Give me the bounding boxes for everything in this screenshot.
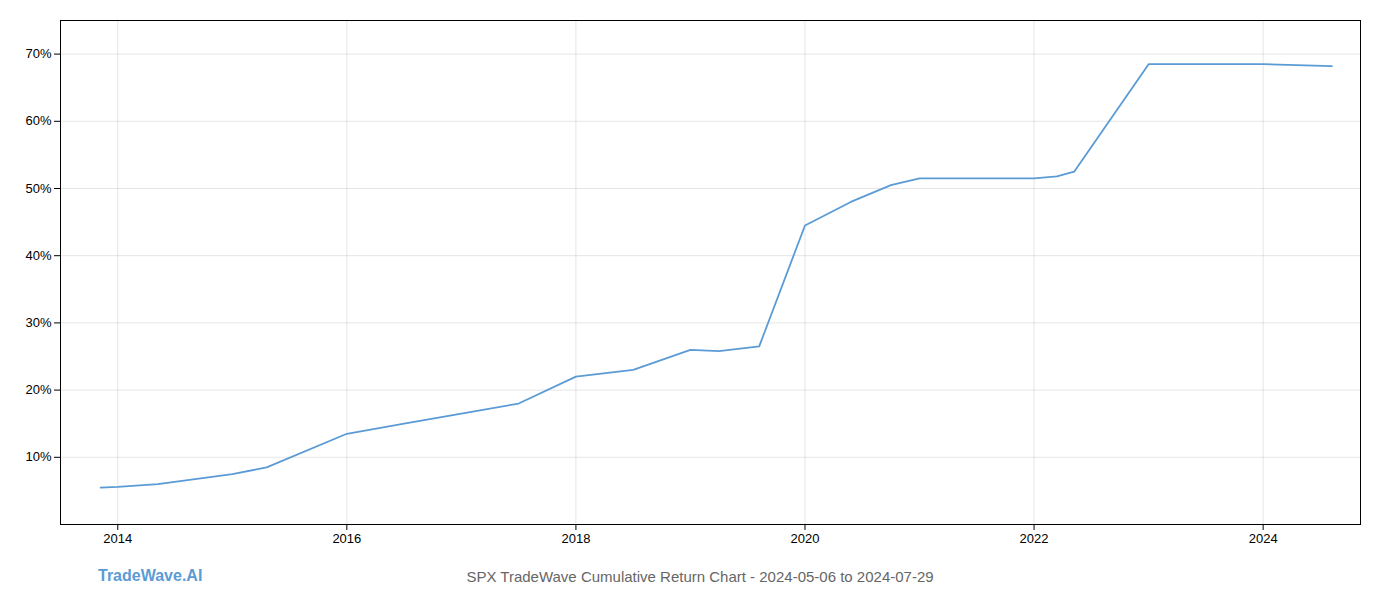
svg-text:20%: 20% [25,382,51,397]
svg-text:30%: 30% [25,315,51,330]
svg-text:40%: 40% [25,248,51,263]
svg-text:60%: 60% [25,113,51,128]
svg-text:2022: 2022 [1020,531,1049,546]
svg-text:2016: 2016 [332,531,361,546]
svg-text:70%: 70% [25,46,51,61]
html-text:SPX TradeWave Cumulative Retur: SPX TradeWave Cumulative Return Chart - … [466,568,934,585]
svg-text:50%: 50% [25,181,51,196]
svg-text:2018: 2018 [561,531,590,546]
svg-text:2020: 2020 [791,531,820,546]
svg-text:2024: 2024 [1249,531,1278,546]
svg-text:10%: 10% [25,449,51,464]
svg-text:2014: 2014 [103,531,132,546]
html-text:TradeWave.AI: TradeWave.AI [98,567,203,584]
